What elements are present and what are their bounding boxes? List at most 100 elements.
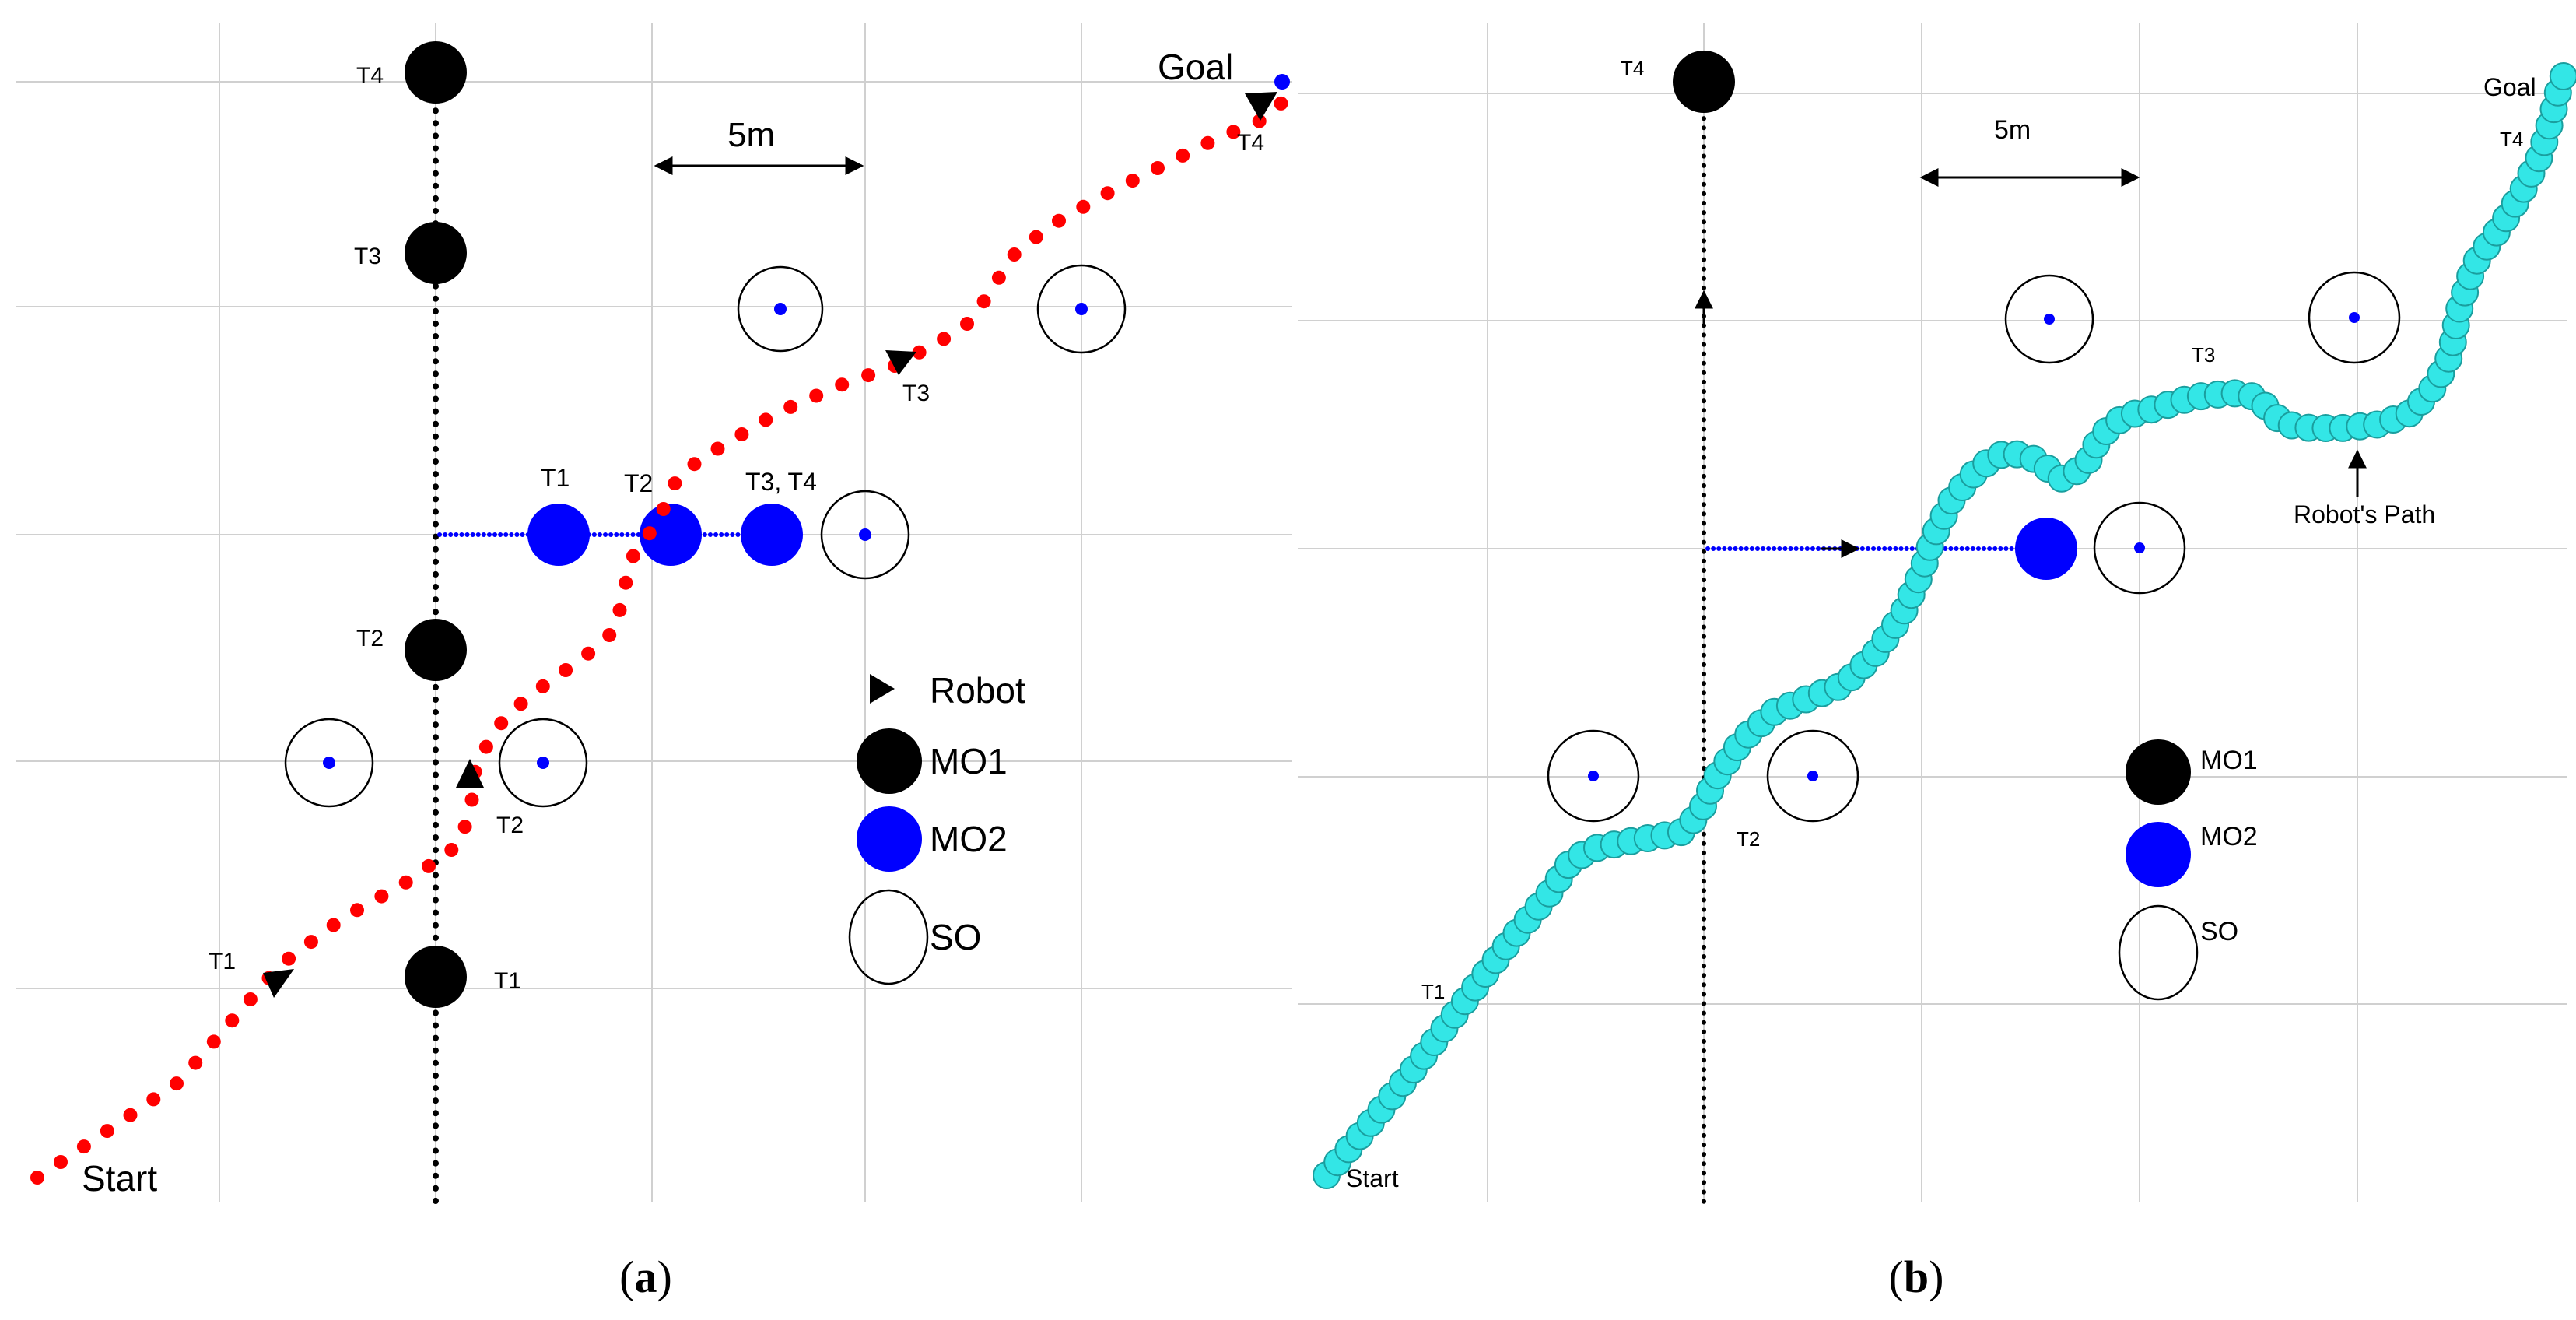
- path-dot: [398, 875, 413, 890]
- path-dot: [602, 628, 617, 642]
- so-circle: [820, 490, 910, 580]
- so-circle: [1766, 729, 1859, 823]
- path-dot: [350, 903, 364, 918]
- path-dot: [478, 739, 493, 754]
- mo1-label-t1: T1: [494, 968, 521, 994]
- robot-marker-t2: [456, 759, 484, 788]
- path-dot: [535, 679, 550, 693]
- path-dot: [861, 368, 876, 383]
- goal-label-b: Goal: [2483, 73, 2536, 101]
- robot-label-t4: T4: [1237, 130, 1264, 156]
- path-dot: [2549, 62, 2576, 90]
- path-dot: [687, 457, 702, 472]
- robot-marker-t1: [263, 969, 294, 998]
- legend-so-icon: [2118, 904, 2199, 1001]
- path-dot: [1176, 148, 1190, 163]
- static-obstacles-a: [284, 264, 1127, 808]
- scale-label-b: 5m: [1994, 115, 2031, 145]
- path-dot: [146, 1092, 161, 1107]
- path-dot: [559, 663, 573, 677]
- panel-b: T4 5m T1 T2 T3 T4 Robot's Path: [1298, 23, 2576, 1302]
- legend-mo1-icon: [857, 728, 922, 794]
- path-dot: [991, 270, 1006, 285]
- mo2-marker: [527, 504, 590, 566]
- path-annotation-label: Robot's Path: [2294, 500, 2435, 528]
- path-dot: [100, 1124, 114, 1139]
- path-dot: [642, 526, 657, 541]
- robot-label-t1: T1: [209, 949, 236, 974]
- legend-mo2-icon: [857, 806, 922, 872]
- so-circle: [737, 265, 824, 353]
- path-dot: [619, 575, 633, 590]
- legend-mo1-label: MO1: [2200, 746, 2258, 775]
- legend-mo2-label: MO2: [2200, 822, 2258, 851]
- path-dot: [1274, 96, 1288, 111]
- path-dot: [1252, 114, 1267, 128]
- so-center: [1588, 771, 1599, 781]
- caption-b: (b): [1889, 1252, 1944, 1302]
- mo1-marker: [405, 222, 467, 284]
- start-label-b: Start: [1346, 1164, 1399, 1192]
- path-dot: [710, 441, 725, 456]
- path-dot: [326, 918, 341, 932]
- path-dot: [188, 1055, 203, 1070]
- so-center: [537, 757, 549, 769]
- path-dot: [282, 951, 296, 966]
- mo1-label-t2: T2: [356, 626, 384, 651]
- path-dot: [1151, 161, 1165, 175]
- path-dot: [912, 345, 927, 360]
- path-dot: [835, 377, 850, 392]
- path-dot: [206, 1034, 221, 1049]
- mo2-label-t2: T2: [624, 469, 653, 497]
- path-dot: [374, 889, 389, 904]
- path-dot: [30, 1171, 44, 1185]
- path-dot: [1200, 135, 1215, 150]
- mo2-marker: [640, 504, 702, 566]
- path-dot: [444, 843, 459, 857]
- path-dot: [581, 646, 596, 661]
- so-circle: [2093, 501, 2186, 595]
- robot-path-b: [1313, 62, 2576, 1189]
- mo1-marker: [405, 946, 467, 1008]
- so-circle: [284, 718, 374, 808]
- panel-a-grid: [16, 23, 1292, 1202]
- path-dot: [626, 549, 640, 563]
- mo1-label-t3: T3: [354, 244, 381, 269]
- path-dot: [457, 820, 472, 834]
- path-dot: [1007, 248, 1022, 262]
- path-label-t1: T1: [1421, 980, 1445, 1003]
- path-dot: [1125, 174, 1140, 188]
- so-center: [2044, 314, 2055, 325]
- path-dot: [783, 399, 798, 414]
- robot-marker-t4: [1245, 92, 1277, 121]
- legend-a: Robot MO1 MO2 SO: [848, 670, 1025, 985]
- panel-a: T4 T3 T2 T1 T1 T2 T3, T4 5m: [16, 23, 1292, 1302]
- path-dot: [1052, 213, 1066, 228]
- path-dot: [1029, 230, 1043, 244]
- legend-so-label: SO: [2200, 917, 2238, 946]
- so-circle: [1547, 729, 1640, 823]
- path-dot: [123, 1108, 138, 1122]
- so-center: [774, 303, 787, 315]
- so-circle: [2004, 274, 2094, 364]
- caption-a: (a): [619, 1252, 672, 1302]
- robot-marker-t3: [885, 350, 916, 375]
- path-dot: [1100, 186, 1115, 201]
- mo1-marker: [405, 619, 467, 681]
- static-obstacles-b: [1547, 271, 2401, 823]
- mo1-label-t4: T4: [356, 63, 384, 89]
- legend-robot-label: Robot: [930, 670, 1025, 711]
- path-dot: [1226, 125, 1241, 139]
- path-dot: [960, 317, 974, 331]
- goal-marker-a: [1274, 74, 1290, 90]
- path-dot: [422, 858, 436, 873]
- goal-label-a: Goal: [1158, 47, 1233, 87]
- mo1-marker: [405, 41, 467, 104]
- path-dot: [464, 792, 479, 807]
- path-dot: [809, 388, 824, 403]
- legend-mo2-label: MO2: [930, 819, 1008, 859]
- path-dot: [734, 427, 749, 441]
- robot-label-t3: T3: [902, 381, 930, 406]
- path-dot: [759, 412, 773, 427]
- start-label-a: Start: [82, 1158, 157, 1199]
